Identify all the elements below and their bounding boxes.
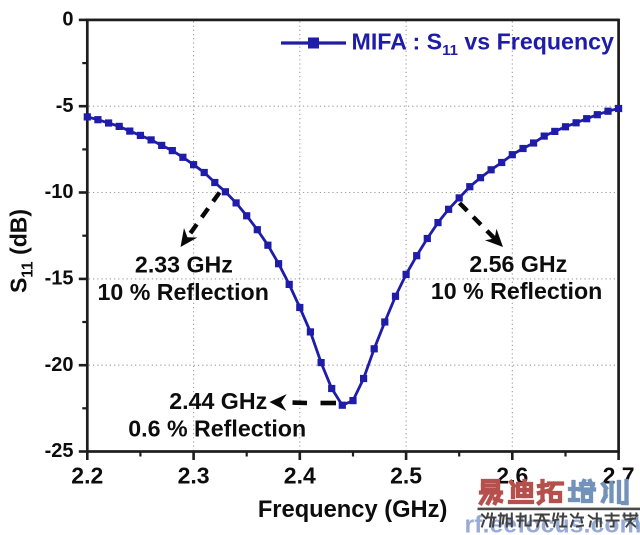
svg-text:S11 (dB): S11 (dB) bbox=[6, 209, 37, 293]
svg-text:2.44 GHz: 2.44 GHz bbox=[169, 388, 267, 414]
svg-text:10 % Reflection: 10 % Reflection bbox=[431, 278, 602, 304]
svg-text:-20: -20 bbox=[45, 354, 74, 376]
svg-text:10 % Reflection: 10 % Reflection bbox=[98, 279, 269, 305]
svg-text:0: 0 bbox=[62, 9, 73, 31]
svg-text:2.4: 2.4 bbox=[284, 463, 316, 489]
svg-text:2.56 GHz: 2.56 GHz bbox=[469, 251, 567, 277]
svg-text:2.33 GHz: 2.33 GHz bbox=[135, 251, 233, 277]
svg-text:2.2: 2.2 bbox=[71, 463, 103, 489]
svg-text:2.3: 2.3 bbox=[178, 463, 210, 489]
svg-text:MIFA : S11 vs Frequency: MIFA : S11 vs Frequency bbox=[352, 29, 615, 60]
svg-text:-10: -10 bbox=[45, 181, 74, 203]
svg-text:Frequency (GHz): Frequency (GHz) bbox=[258, 497, 448, 523]
svg-text:-5: -5 bbox=[56, 95, 74, 117]
svg-text:-15: -15 bbox=[45, 268, 74, 290]
svg-text:-25: -25 bbox=[45, 440, 74, 462]
svg-text:2.5: 2.5 bbox=[390, 463, 422, 489]
svg-text:0.6 % Reflection: 0.6 % Reflection bbox=[128, 415, 306, 441]
